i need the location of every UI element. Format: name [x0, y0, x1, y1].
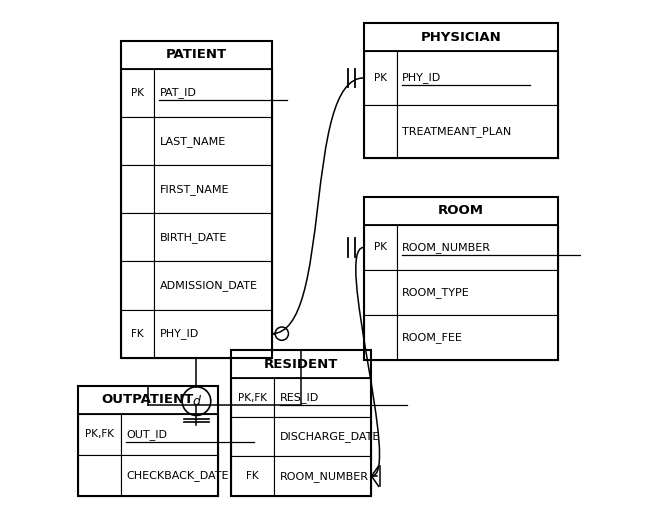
Bar: [154, 214, 272, 262]
Text: RES_ID: RES_ID: [279, 392, 319, 403]
Bar: [121, 310, 154, 358]
Text: ADMISSION_DATE: ADMISSION_DATE: [159, 280, 257, 291]
Bar: [231, 350, 372, 496]
Bar: [121, 455, 218, 496]
Bar: [121, 41, 272, 69]
Bar: [275, 378, 372, 417]
Bar: [364, 315, 397, 360]
Text: CHECKBACK_DATE: CHECKBACK_DATE: [126, 470, 229, 481]
Text: OUTPATIENT: OUTPATIENT: [102, 393, 194, 406]
Bar: [121, 41, 272, 358]
Bar: [77, 386, 218, 496]
Text: FK: FK: [246, 471, 259, 481]
Text: ROOM_TYPE: ROOM_TYPE: [402, 287, 470, 298]
Bar: [121, 69, 154, 117]
Bar: [77, 455, 121, 496]
Bar: [231, 378, 275, 417]
Text: PHY_ID: PHY_ID: [402, 73, 441, 83]
Text: OUT_ID: OUT_ID: [126, 429, 167, 440]
Bar: [154, 262, 272, 310]
Bar: [364, 225, 397, 270]
Text: PHYSICIAN: PHYSICIAN: [421, 31, 501, 43]
Bar: [231, 350, 372, 378]
Bar: [121, 165, 154, 214]
Text: ROOM_FEE: ROOM_FEE: [402, 332, 463, 343]
Text: PK,FK: PK,FK: [85, 429, 114, 439]
Bar: [121, 262, 154, 310]
Bar: [275, 456, 372, 496]
Bar: [231, 417, 275, 456]
Text: PK: PK: [374, 242, 387, 252]
Text: ROOM: ROOM: [438, 204, 484, 217]
Text: FIRST_NAME: FIRST_NAME: [159, 184, 229, 195]
Bar: [364, 23, 558, 158]
Text: DISCHARGE_DATE: DISCHARGE_DATE: [279, 431, 380, 443]
Bar: [275, 417, 372, 456]
Bar: [77, 414, 121, 455]
Bar: [364, 270, 397, 315]
Bar: [397, 225, 558, 270]
Text: ROOM_NUMBER: ROOM_NUMBER: [279, 471, 368, 481]
Bar: [121, 414, 218, 455]
Bar: [364, 23, 558, 51]
Bar: [397, 105, 558, 158]
Text: ROOM_NUMBER: ROOM_NUMBER: [402, 242, 491, 253]
Bar: [397, 270, 558, 315]
Bar: [397, 51, 558, 105]
Bar: [121, 117, 154, 165]
Text: TREATMEANT_PLAN: TREATMEANT_PLAN: [402, 126, 512, 137]
Text: PK: PK: [132, 88, 145, 98]
Text: PK,FK: PK,FK: [238, 393, 267, 403]
Bar: [154, 117, 272, 165]
Bar: [121, 214, 154, 262]
Bar: [364, 105, 397, 158]
Bar: [154, 310, 272, 358]
Bar: [77, 386, 218, 414]
Text: PATIENT: PATIENT: [166, 49, 227, 61]
Bar: [364, 51, 397, 105]
Text: d: d: [193, 394, 201, 408]
Bar: [231, 456, 275, 496]
Text: BIRTH_DATE: BIRTH_DATE: [159, 232, 227, 243]
Text: PAT_ID: PAT_ID: [159, 87, 197, 99]
Text: RESIDENT: RESIDENT: [264, 358, 339, 370]
Text: PHY_ID: PHY_ID: [159, 328, 199, 339]
Bar: [154, 165, 272, 214]
Bar: [154, 69, 272, 117]
Text: FK: FK: [132, 329, 144, 339]
Bar: [364, 197, 558, 225]
Bar: [364, 197, 558, 360]
Text: PK: PK: [374, 73, 387, 83]
Bar: [397, 315, 558, 360]
Text: LAST_NAME: LAST_NAME: [159, 136, 226, 147]
